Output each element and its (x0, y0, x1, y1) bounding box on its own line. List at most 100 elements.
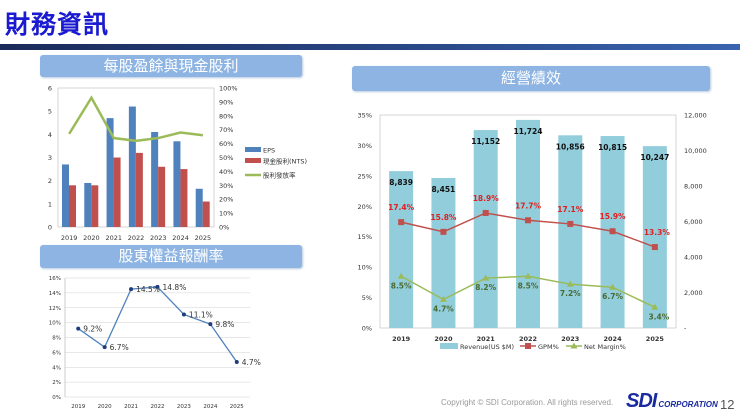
sdi-logo: SDI CORPORATION (626, 390, 718, 412)
revenue-bar (389, 171, 414, 328)
y-tick-label: 30% (358, 142, 372, 150)
cash-dividend-bar (135, 152, 143, 227)
x-tick-label: 2020 (98, 404, 112, 410)
net-margin-data-label: 4.7% (433, 304, 454, 313)
net-margin-data-label: 8.2% (475, 283, 496, 292)
y-tick-label: 35% (358, 112, 372, 120)
performance-section-title: 經營績效 (352, 66, 710, 91)
y2-tick-label: 10% (219, 210, 233, 218)
y2-tick-label: 40% (219, 168, 233, 176)
x-tick-label: 2023 (177, 404, 191, 410)
y2-tick-label: 0% (219, 224, 229, 232)
y-tick-label: 0% (362, 325, 372, 333)
x-tick-label: 2024 (172, 234, 189, 242)
y-tick-label: 0% (52, 395, 61, 401)
y-tick-label: 2% (52, 380, 61, 386)
x-tick-label: 2023 (561, 335, 579, 343)
y-tick-label: 4% (52, 365, 61, 371)
x-tick-label: 2021 (124, 404, 138, 410)
cash-dividend-bar (69, 185, 76, 227)
revenue-data-label: 10,856 (556, 142, 585, 151)
roe-point (76, 326, 81, 331)
legend-swatch (440, 343, 458, 349)
x-tick-label: 2024 (604, 335, 623, 343)
x-tick-label: 2022 (128, 234, 145, 242)
revenue-bar (558, 135, 583, 328)
eps-bar (195, 188, 203, 227)
revenue-bar (516, 119, 540, 328)
revenue-data-label: 11,152 (471, 137, 500, 146)
legend-swatch (245, 158, 261, 163)
x-tick-label: 2021 (105, 234, 122, 242)
y2-tick-label: - (684, 325, 687, 333)
legend-label: 現金股利(NTS) (263, 157, 307, 166)
y-tick-label: 5 (48, 108, 52, 116)
payout-ratio-line (68, 95, 204, 143)
roe-data-label: 14.5% (136, 285, 160, 294)
cash-dividend-bar (113, 157, 121, 227)
y-tick-label: 6% (52, 350, 61, 356)
net-margin-marker (482, 274, 490, 281)
roe-point (102, 345, 107, 350)
net-margin-data-label: 8.5% (391, 281, 412, 290)
legend-label: Net Margin% (584, 343, 626, 351)
net-margin-marker (524, 272, 532, 279)
y-tick-label: 10% (49, 321, 61, 327)
eps-section-title: 每股盈餘與現金股利 (40, 55, 302, 77)
gpm-marker (440, 228, 447, 235)
gpm-data-label: 18.9% (473, 194, 500, 203)
y-tick-label: 25% (358, 172, 372, 180)
y2-tick-label: 100% (219, 85, 238, 93)
roe-data-label: 14.8% (163, 283, 187, 292)
legend-label: GPM% (538, 343, 559, 351)
eps-bar (173, 141, 181, 227)
roe-data-label: 11.1% (189, 310, 213, 319)
eps-bar (84, 182, 92, 227)
net-margin-marker (397, 272, 405, 279)
legend-label: Revenue(US $M) (460, 343, 514, 351)
revenue-data-label: 10,247 (640, 153, 669, 162)
roe-section-title: 股東權益報酬率 (40, 245, 302, 268)
legend-marker (525, 343, 531, 349)
x-tick-label: 2023 (150, 234, 167, 242)
y-tick-label: 5% (362, 294, 372, 302)
cash-dividend-bar (91, 185, 99, 227)
y2-tick-label: 30% (219, 182, 233, 190)
y-tick-label: 2 (48, 177, 52, 185)
net-margin-data-label: 3.4% (648, 312, 669, 321)
y-tick-label: 1 (48, 200, 52, 208)
roe-point (155, 284, 160, 289)
roe-point (129, 287, 134, 292)
x-tick-label: 2020 (83, 234, 100, 242)
roe-data-label: 4.7% (242, 358, 261, 367)
copyright-text: Copyright © SDI Corporation. All rights … (441, 398, 614, 407)
roe-point (181, 312, 186, 317)
gpm-marker (525, 217, 531, 224)
net-margin-data-label: 7.2% (560, 289, 581, 298)
y-tick-label: 12% (49, 306, 61, 312)
legend-marker (570, 342, 578, 349)
y-tick-label: 10% (358, 264, 372, 272)
revenue-bar (431, 177, 456, 328)
y-tick-label: 14% (49, 291, 61, 297)
x-tick-label: 2025 (195, 234, 212, 242)
gpm-marker (482, 209, 489, 216)
y-tick-label: 4 (48, 131, 52, 139)
page-number: 12 (720, 397, 735, 412)
gpm-data-label: 17.7% (515, 201, 542, 210)
gpm-data-label: 15.9% (600, 212, 627, 221)
y2-tick-label: 80% (219, 112, 233, 120)
gpm-data-label: 17.1% (557, 205, 584, 214)
y2-tick-label: 8,000 (684, 183, 703, 191)
eps-bar (151, 132, 159, 227)
roe-data-label: 6.7% (110, 343, 129, 352)
x-tick-label: 2019 (61, 234, 78, 242)
y2-tick-label: 20% (219, 196, 233, 204)
revenue-bar (473, 130, 498, 328)
page-title: 財務資訊 (5, 10, 110, 39)
y-tick-label: 3 (48, 154, 52, 162)
revenue-data-label: 8,839 (389, 178, 413, 187)
net-margin-marker (609, 283, 617, 290)
gpm-data-label: 13.3% (644, 228, 671, 237)
y2-tick-label: 6,000 (684, 218, 703, 226)
